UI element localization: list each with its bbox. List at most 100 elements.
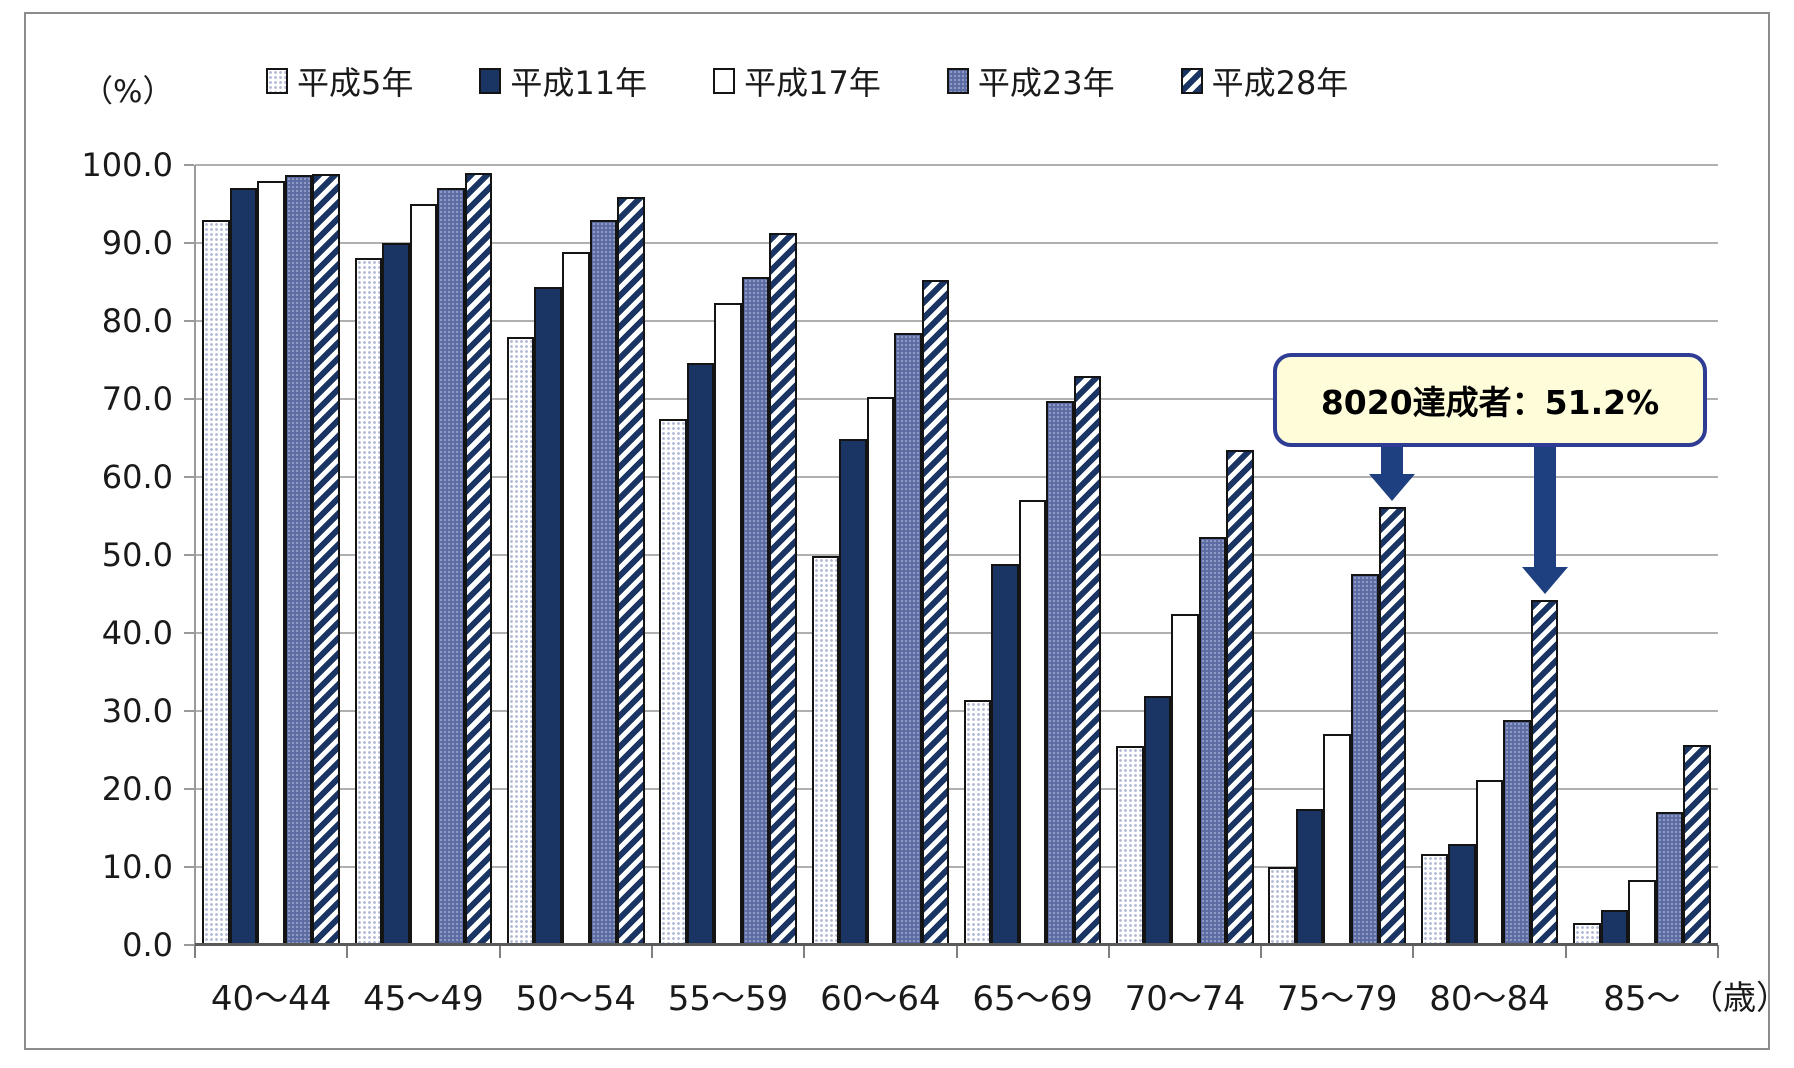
y-tick bbox=[184, 866, 194, 868]
gridline bbox=[195, 164, 1718, 166]
y-tick bbox=[184, 476, 194, 478]
bar-h28-50～54 bbox=[617, 196, 645, 945]
legend-item-h23: 平成23年 bbox=[946, 58, 1115, 104]
y-tick-label: 10.0 bbox=[101, 848, 173, 886]
y-tick-label: 40.0 bbox=[101, 614, 173, 652]
y-tick-label: 50.0 bbox=[101, 536, 173, 574]
bar-h5-40～44 bbox=[202, 220, 230, 945]
x-tick bbox=[955, 945, 958, 958]
bar-h17-70～74 bbox=[1171, 614, 1199, 945]
x-tick-label: 70～74 bbox=[1124, 979, 1246, 1019]
gridline bbox=[195, 554, 1718, 556]
y-tick-label: 100.0 bbox=[81, 146, 173, 184]
bar-h5-70～74 bbox=[1116, 746, 1144, 945]
y-tick-label: 30.0 bbox=[101, 692, 173, 730]
x-tick bbox=[1107, 945, 1110, 958]
bar-h23-50～54 bbox=[589, 219, 618, 945]
legend-swatch-h5 bbox=[266, 68, 288, 94]
bar-h23-70～74 bbox=[1198, 537, 1227, 945]
x-tick bbox=[1412, 945, 1415, 958]
x-tick bbox=[1717, 945, 1719, 958]
x-tick-label: 65～69 bbox=[972, 979, 1093, 1019]
x-tick bbox=[1564, 945, 1567, 958]
annotation-arrow-head bbox=[1521, 567, 1568, 595]
bar-h5-80～84 bbox=[1420, 853, 1449, 945]
bar-h5-55～59 bbox=[659, 418, 687, 945]
bar-h5-45～49 bbox=[354, 257, 383, 945]
plot-area: 100.0 90.0 80.0 70.0 60.0 50.0 40.0 30.0 20.0 10.… bbox=[81, 147, 1789, 1019]
bar-h23-85～ bbox=[1655, 812, 1684, 945]
bar-h23-80～84 bbox=[1503, 719, 1531, 945]
y-tick bbox=[184, 554, 194, 556]
gridline bbox=[195, 632, 1718, 634]
y-tick bbox=[184, 242, 194, 244]
legend-label-h5: 平成5年 bbox=[297, 64, 414, 102]
bar-h28-75～79 bbox=[1378, 507, 1407, 945]
bar-h17-80～84 bbox=[1475, 780, 1504, 945]
bar-h11-55～59 bbox=[686, 363, 715, 945]
y-axis-line bbox=[194, 165, 196, 945]
bar-h28-65～69 bbox=[1073, 375, 1102, 945]
y-tick-label: 20.0 bbox=[101, 770, 173, 808]
bar-h11-80～84 bbox=[1448, 843, 1476, 945]
bar-h11-45～49 bbox=[382, 243, 410, 945]
x-axis-baseline bbox=[195, 943, 1718, 946]
bar-h23-75～79 bbox=[1351, 573, 1379, 945]
bar-h28-60～64 bbox=[921, 280, 950, 945]
legend-swatch-h23 bbox=[946, 68, 969, 94]
legend-label-h28: 平成28年 bbox=[1211, 64, 1349, 102]
y-tick bbox=[184, 788, 194, 790]
y-tick-label: 70.0 bbox=[101, 380, 173, 418]
bar-h5-85～ bbox=[1573, 923, 1601, 945]
bar-h23-60～64 bbox=[894, 333, 922, 945]
legend-label-h23: 平成23年 bbox=[977, 64, 1115, 102]
x-axis-unit-label: （歳） bbox=[1690, 978, 1789, 1017]
bar-h11-60～64 bbox=[839, 438, 867, 945]
bar-h17-55～59 bbox=[714, 303, 742, 945]
chart-frame: （%） 平成5年 平成11年 平成17年 平成23年 平成28年 100.0 90.0 80… bbox=[24, 12, 1789, 1050]
legend-item-h11: 平成11年 bbox=[479, 58, 647, 104]
legend-item-h28: 平成28年 bbox=[1180, 58, 1349, 104]
gridline bbox=[195, 710, 1718, 712]
legend: 平成5年 平成11年 平成17年 平成23年 平成28年 bbox=[266, 58, 1348, 104]
bar-h17-50～54 bbox=[561, 251, 590, 945]
y-tick bbox=[184, 164, 194, 166]
bar-h28-55～59 bbox=[769, 232, 797, 945]
y-axis-unit-label: （%） bbox=[82, 74, 174, 110]
bar-h17-45～49 bbox=[409, 204, 438, 945]
y-tick bbox=[184, 944, 194, 946]
y-tick-label: 60.0 bbox=[101, 458, 173, 496]
legend-label-h17: 平成17年 bbox=[744, 64, 881, 102]
annotation-callout: 8020達成者：51.2% bbox=[1273, 353, 1707, 447]
y-tick-label: 90.0 bbox=[101, 224, 173, 262]
bar-h17-65～69 bbox=[1018, 499, 1047, 945]
bar-h17-75～79 bbox=[1323, 733, 1351, 945]
x-tick-label: 45～49 bbox=[363, 979, 484, 1019]
y-tick-label: 80.0 bbox=[101, 302, 173, 340]
bar-h23-40～44 bbox=[284, 175, 313, 945]
legend-label-h11: 平成11年 bbox=[510, 64, 648, 102]
x-tick bbox=[803, 945, 806, 958]
y-tick bbox=[184, 320, 194, 322]
bar-h23-65～69 bbox=[1046, 401, 1074, 945]
bar-h28-80～84 bbox=[1530, 600, 1559, 945]
bar-h28-40～44 bbox=[312, 174, 340, 945]
gridline bbox=[195, 242, 1718, 244]
gridline bbox=[195, 476, 1718, 478]
x-tick-label: 80～84 bbox=[1429, 979, 1550, 1019]
bar-h5-60～64 bbox=[811, 555, 840, 945]
gridline bbox=[195, 788, 1718, 790]
bar-h17-85～ bbox=[1628, 880, 1656, 945]
bar-h28-70～74 bbox=[1226, 450, 1254, 945]
x-tick-label: 55～59 bbox=[667, 979, 789, 1019]
x-tick-label: 40～44 bbox=[210, 979, 332, 1019]
bar-h28-85～ bbox=[1683, 744, 1711, 945]
bar-h11-65～69 bbox=[991, 564, 1019, 945]
legend-item-h17: 平成17年 bbox=[713, 58, 881, 104]
x-tick-label: 75～79 bbox=[1276, 979, 1398, 1019]
x-tick bbox=[194, 945, 196, 958]
bar-h11-70～74 bbox=[1143, 696, 1172, 945]
legend-item-h5: 平成5年 bbox=[266, 58, 413, 104]
bar-h23-55～59 bbox=[741, 276, 770, 945]
x-tick-label: 85～ bbox=[1603, 979, 1681, 1019]
